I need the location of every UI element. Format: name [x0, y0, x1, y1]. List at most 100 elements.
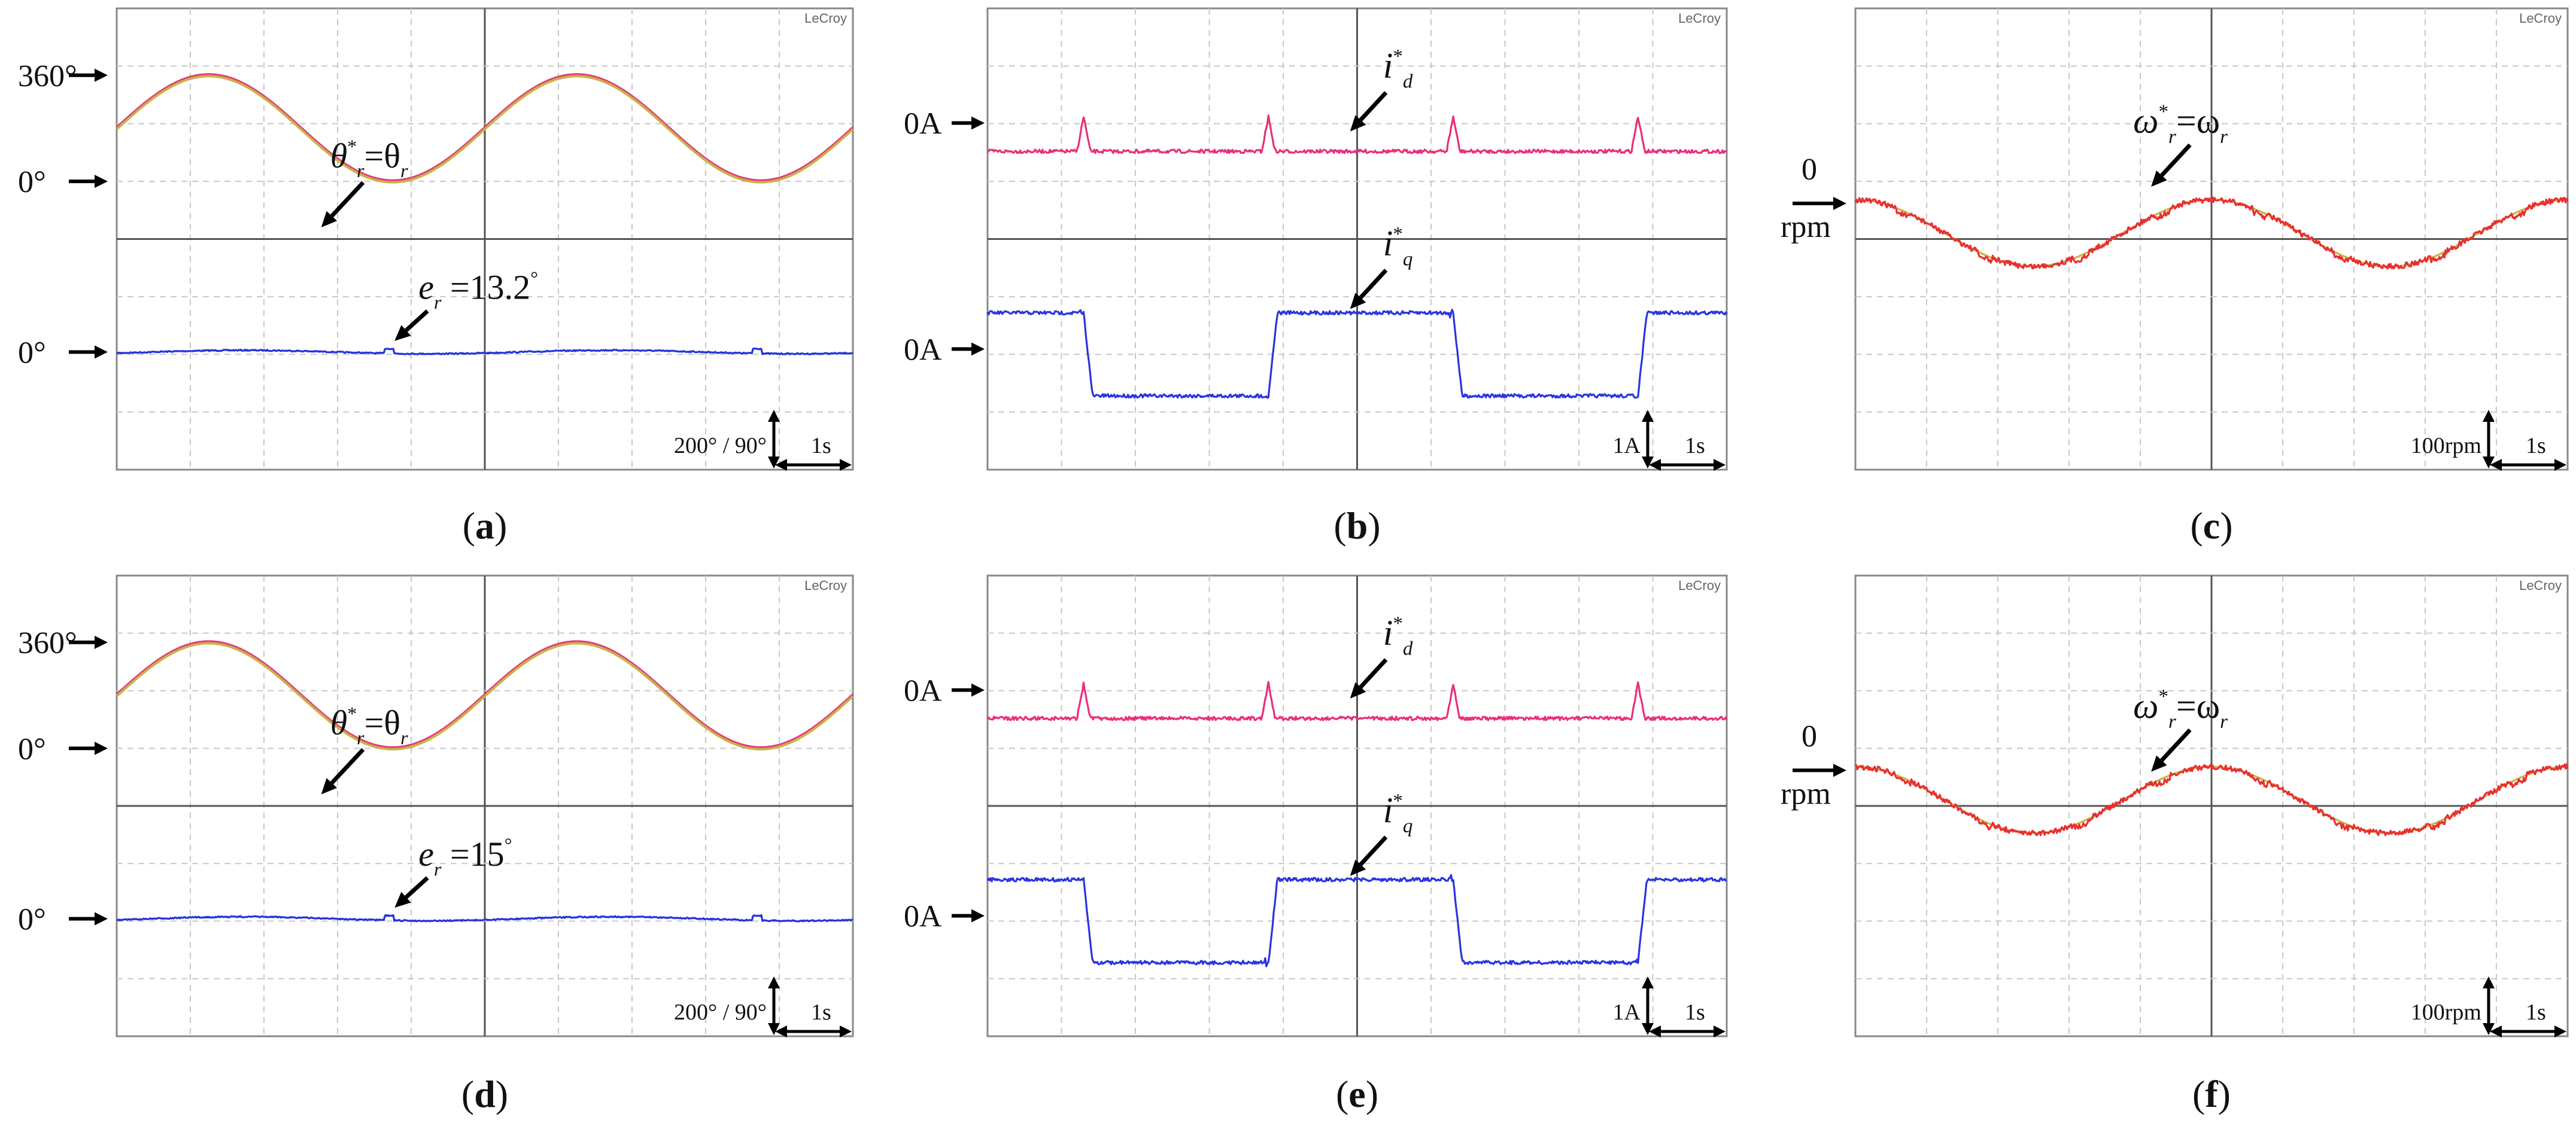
- scale-x-text: 1s: [1685, 433, 1705, 458]
- annotation-part: r: [357, 728, 364, 748]
- annotation-part: i: [1383, 613, 1393, 653]
- annotation-arrow-head: [1350, 859, 1366, 876]
- grid: [1855, 8, 2568, 470]
- annotation-part: r: [357, 160, 364, 181]
- left-label: rpm: [1781, 210, 1831, 244]
- series-sine-line: [116, 73, 854, 182]
- annotation-arrow-shaft: [2160, 728, 2192, 762]
- scale-h-head: [1714, 459, 1726, 471]
- scale-v-head: [768, 410, 780, 422]
- scale-v-head: [2483, 976, 2495, 988]
- scale-v-head: [768, 976, 780, 988]
- caption-part: ): [494, 504, 507, 547]
- caption-part: ): [2220, 504, 2232, 547]
- level-arrow-head: [971, 909, 985, 923]
- level-arrow-head: [95, 741, 108, 755]
- scale-x-text: 1s: [811, 433, 831, 458]
- scale-v-head: [1642, 457, 1654, 468]
- annotation-arrow-shaft: [405, 876, 429, 899]
- caption-part: (: [1336, 1073, 1348, 1115]
- level-arrow-head: [95, 912, 108, 926]
- scale-h-head: [2490, 459, 2502, 471]
- panel-caption: (c): [2190, 504, 2232, 547]
- annotation-position: θ*r=θr: [330, 136, 408, 182]
- annotation-part: =13.2: [441, 268, 530, 307]
- level-arrow-head: [95, 345, 108, 359]
- series-square-line: [986, 874, 1727, 967]
- annotation-part: =θ: [364, 136, 401, 175]
- annotation-part: q: [1403, 815, 1413, 837]
- level-arrow-head: [971, 342, 985, 356]
- left-label: rpm: [1781, 777, 1831, 811]
- annotation-part: θ: [330, 704, 348, 742]
- scale-y-text: 100rpm: [2411, 1000, 2481, 1025]
- annotation-part: r: [2220, 711, 2228, 733]
- level-arrow-head: [971, 116, 985, 130]
- scale-y-text: 200° / 90°: [674, 433, 767, 458]
- brand-label: LeCroy: [2519, 578, 2562, 593]
- scale-h-head: [1714, 1025, 1726, 1037]
- annotation-part: r: [2168, 126, 2176, 148]
- annotation-part: *: [1393, 613, 1403, 634]
- caption-part: ): [1366, 1073, 1378, 1115]
- caption-part: (: [1333, 504, 1346, 547]
- annotation-arrow-head: [394, 325, 411, 341]
- series-level_spikes-line: [987, 114, 1727, 154]
- annotation-part: r: [434, 292, 442, 313]
- caption-part: e: [1348, 1073, 1365, 1115]
- brand-label: LeCroy: [1678, 578, 1721, 593]
- grid: [1855, 576, 2568, 1036]
- scale-h-head: [2554, 1025, 2566, 1037]
- annotation-part: ω: [2133, 686, 2158, 726]
- scale-v-head: [768, 1023, 780, 1035]
- annotation-arrow-head: [1350, 682, 1366, 699]
- caption-part: f: [2205, 1073, 2218, 1115]
- caption-part: a: [475, 504, 494, 547]
- scale-h-head: [840, 1025, 852, 1037]
- annotation-arrow-head: [321, 211, 338, 227]
- annotation-speed: ω*r=ωr: [2133, 686, 2228, 733]
- scale-v-head: [768, 457, 780, 468]
- left-label: 0: [1802, 720, 1817, 754]
- caption-part: (: [461, 1073, 474, 1115]
- annotation-part: i: [1383, 223, 1393, 263]
- scale-y-text: 100rpm: [2411, 433, 2481, 458]
- grid: [988, 8, 1727, 470]
- annotation-part: r: [400, 160, 408, 181]
- left-label: 0°: [18, 903, 46, 937]
- scale-h-head: [1649, 1025, 1661, 1037]
- level-arrow-head: [95, 635, 108, 649]
- caption-part: ): [2218, 1073, 2231, 1115]
- annotation-arrow-shaft: [330, 748, 365, 785]
- annotation-part: θ: [330, 136, 348, 175]
- brand-label: LeCroy: [804, 578, 847, 593]
- annotation-part: d: [1403, 638, 1413, 659]
- panel-caption: (a): [463, 504, 508, 547]
- annotation-part: e: [418, 835, 434, 874]
- level-arrow-head: [1833, 196, 1846, 210]
- annotation-part: =ω: [2176, 101, 2220, 141]
- brand-label: LeCroy: [804, 11, 847, 26]
- scale-h-head: [1649, 459, 1661, 471]
- caption-part: c: [2203, 504, 2220, 547]
- scale-h-head: [775, 1025, 787, 1037]
- annotation-arrow-head: [1350, 115, 1366, 132]
- annotation-part: *: [347, 703, 357, 724]
- annotation-part: q: [1403, 248, 1413, 270]
- annotation-iq: i*q: [1383, 790, 1413, 837]
- annotation-part: i: [1383, 790, 1393, 830]
- annotation-arrow-head: [321, 778, 338, 795]
- left-label: 0A: [904, 674, 942, 708]
- annotation-part: =ω: [2176, 686, 2220, 726]
- left-label: 0°: [18, 165, 46, 199]
- series-sine-line: [116, 642, 854, 751]
- caption-part: (: [463, 504, 475, 547]
- series-sine-line: [116, 75, 854, 184]
- annotation-position: θ*r=θr: [330, 703, 408, 748]
- scale-v-head: [2483, 410, 2495, 422]
- annotation-arrow-head: [1350, 293, 1366, 309]
- annotation-part: r: [400, 728, 408, 748]
